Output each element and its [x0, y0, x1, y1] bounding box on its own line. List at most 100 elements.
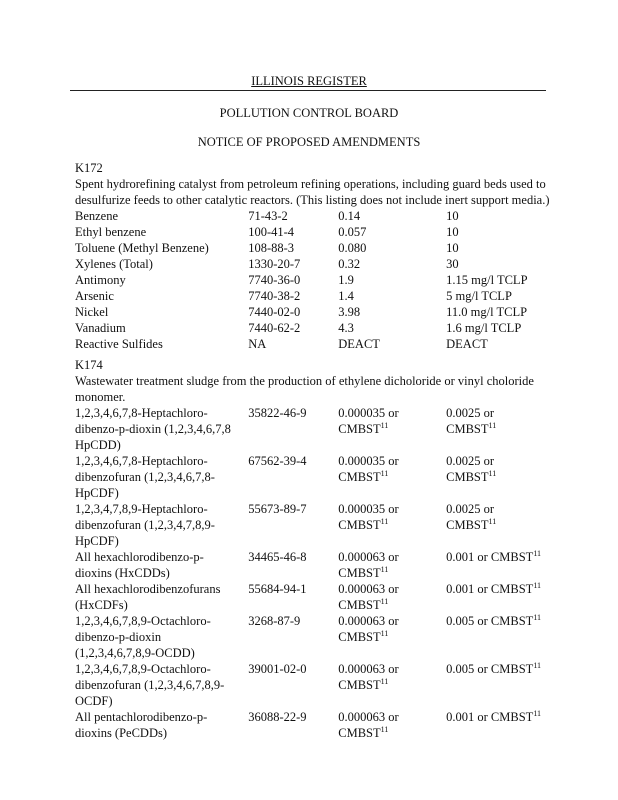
constituent-name-line: All pentachlorodibenzo-p-: [75, 710, 208, 724]
nonwastewater-standard: 10: [446, 209, 459, 223]
constituent-name-line: All hexachlorodibenzo-p-: [75, 550, 204, 564]
footnote-superscript: 11: [533, 708, 542, 718]
nonwastewater-standard: 0.001 or CMBST11: [446, 549, 555, 581]
table-row: Vanadium 7440-62-2 4.3 1.6 mg/l TCLP: [75, 320, 555, 336]
table-row: Xylenes (Total) 1330-20-7 0.32 30: [75, 256, 555, 272]
nonwastewater-standard: 0.005 or CMBST11: [446, 613, 555, 661]
notice-title: NOTICE OF PROPOSED AMENDMENTS: [197, 135, 421, 149]
constituent-name-line: dibenzofuran (1,2,3,4,6,7,8,9-: [75, 678, 225, 692]
nonwastewater-standard: 0.0025 or CMBST11: [446, 501, 555, 549]
nonwastewater-standard-line: CMBST11: [446, 517, 555, 533]
constituent-name-line: OCDF): [75, 694, 113, 708]
table-row: All hexachlorodibenzo-p-dioxins (HxCDDs)…: [75, 549, 555, 581]
cas-number: 1330-20-7: [248, 257, 301, 271]
wastewater-standard: 0.000035 or CMBST11: [338, 453, 446, 501]
table-row: 1,2,3,4,6,7,8-Heptachloro-dibenzofuran (…: [75, 453, 555, 501]
footnote-superscript: 11: [380, 628, 389, 638]
table-row: Benzene 71-43-2 0.14 10: [75, 208, 555, 224]
cas-number: 39001-02-0: [248, 662, 307, 676]
wastewater-standard-line: CMBST11: [338, 421, 446, 437]
wastewater-standard-line: 0.000063 or: [338, 661, 446, 677]
footnote-superscript: 11: [488, 468, 497, 478]
footnote-superscript: 11: [533, 580, 542, 590]
constituent-name: 1,2,3,4,6,7,8,9-Octachloro-dibenzo-p-dio…: [75, 613, 248, 661]
wastewater-standard-line: CMBST11: [338, 597, 446, 613]
wastewater-standard: 0.000063 or CMBST11: [338, 581, 446, 613]
wastewater-standard-text: CMBST: [338, 678, 381, 692]
cas-number: 71-43-2: [248, 209, 288, 223]
wastewater-standard-text: 0.000063 or: [338, 614, 399, 628]
nonwastewater-standard-line: CMBST11: [446, 421, 555, 437]
constituent-name: Toluene (Methyl Benzene): [75, 241, 209, 255]
wastewater-standard-text: CMBST: [338, 422, 381, 436]
nonwastewater-standard-text: 0.005 or CMBST: [446, 614, 534, 628]
constituent-name-line: dibenzo-p-dioxin (1,2,3,4,6,7,8: [75, 422, 231, 436]
nonwastewater-standard: 0.0025 or CMBST11: [446, 405, 555, 453]
wastewater-standard-text: CMBST: [338, 566, 381, 580]
constituent-name-line: 1,2,3,4,6,7,8,9-Octachloro-: [75, 662, 211, 676]
nonwastewater-standard-text: CMBST: [446, 422, 489, 436]
nonwastewater-standard-text: 0.005 or CMBST: [446, 662, 534, 676]
footnote-superscript: 11: [380, 468, 389, 478]
cas-number: 7440-02-0: [248, 305, 301, 319]
constituent-name: Ethyl benzene: [75, 225, 147, 239]
waste-code: K172: [75, 161, 103, 175]
footnote-superscript: 11: [533, 548, 542, 558]
wastewater-standard-text: 0.000035 or: [338, 406, 399, 420]
cas-number: 7740-36-0: [248, 273, 301, 287]
constituent-name-line: dibenzofuran (1,2,3,4,7,8,9-: [75, 518, 215, 532]
wastewater-standard: 0.000063 or CMBST11: [338, 613, 446, 661]
footnote-superscript: 11: [488, 420, 497, 430]
wastewater-standard-line: CMBST11: [338, 469, 446, 485]
nonwastewater-standard-text: 0.0025 or: [446, 454, 495, 468]
constituent-name-line: HpCDF): [75, 486, 119, 500]
wastewater-standard-text: CMBST: [338, 518, 381, 532]
nonwastewater-standard: 5 mg/l TCLP: [446, 289, 512, 303]
constituent-name: Reactive Sulfides: [75, 337, 163, 351]
header-rule: [70, 90, 546, 91]
wastewater-standard: 1.4: [338, 289, 354, 303]
nonwastewater-standard: 0.001 or CMBST11: [446, 581, 555, 613]
wastewater-standard-line: 0.000063 or: [338, 549, 446, 565]
register-header: ILLINOIS REGISTER: [0, 74, 618, 89]
cas-number: 55673-89-7: [248, 502, 307, 516]
nonwastewater-standard-line: 0.0025 or: [446, 453, 555, 469]
cas-number: 3268-87-9: [248, 614, 301, 628]
wastewater-standard-line: 0.000035 or: [338, 453, 446, 469]
wastewater-standard-line: CMBST11: [338, 517, 446, 533]
wastewater-standard: 0.000035 or CMBST11: [338, 501, 446, 549]
waste-description-line: Wastewater treatment sludge from the pro…: [75, 374, 534, 388]
wastewater-standard: 0.080: [338, 241, 367, 255]
wastewater-standard-text: 0.000063 or: [338, 550, 399, 564]
table-row: Antimony 7740-36-0 1.9 1.15 mg/l TCLP: [75, 272, 555, 288]
wastewater-standard: 4.3: [338, 321, 354, 335]
cas-number: 35822-46-9: [248, 406, 307, 420]
constituent-name-line: HpCDF): [75, 534, 119, 548]
cas-number: 36088-22-9: [248, 710, 307, 724]
cas-number: 7740-38-2: [248, 289, 301, 303]
constituent-name: 1,2,3,4,6,7,8,9-Octachloro-dibenzofuran …: [75, 661, 248, 709]
constituent-name: All pentachlorodibenzo-p-dioxins (PeCDDs…: [75, 709, 248, 741]
wastewater-standard-text: CMBST: [338, 630, 381, 644]
constituent-name: 1,2,3,4,6,7,8-Heptachloro-dibenzo-p-diox…: [75, 405, 248, 453]
constituent-name: Arsenic: [75, 289, 114, 303]
wastewater-standard-text: 0.000063 or: [338, 662, 399, 676]
nonwastewater-standard: 0.0025 or CMBST11: [446, 453, 555, 501]
wastewater-standard-line: 0.000035 or: [338, 405, 446, 421]
section-k174: K174 Wastewater treatment sludge from th…: [75, 357, 555, 741]
wastewater-standard: 0.000063 or CMBST11: [338, 549, 446, 581]
nonwastewater-standard-text: 0.0025 or: [446, 406, 495, 420]
waste-description-line: monomer.: [75, 390, 126, 404]
nonwastewater-standard-line: 0.001 or CMBST11: [446, 709, 555, 725]
constituent-name: Nickel: [75, 305, 109, 319]
wastewater-standard-text: CMBST: [338, 598, 381, 612]
footnote-superscript: 11: [488, 516, 497, 526]
wastewater-standard-text: CMBST: [338, 726, 381, 740]
cas-number: 67562-39-4: [248, 454, 307, 468]
constituent-name: Vanadium: [75, 321, 126, 335]
constituent-name-line: dioxins (PeCDDs): [75, 726, 168, 740]
constituent-name-line: dibenzofuran (1,2,3,4,6,7,8-: [75, 470, 215, 484]
table-row: 1,2,3,4,6,7,8-Heptachloro-dibenzo-p-diox…: [75, 405, 555, 453]
nonwastewater-standard: 1.15 mg/l TCLP: [446, 273, 528, 287]
waste-code: K174: [75, 358, 103, 372]
